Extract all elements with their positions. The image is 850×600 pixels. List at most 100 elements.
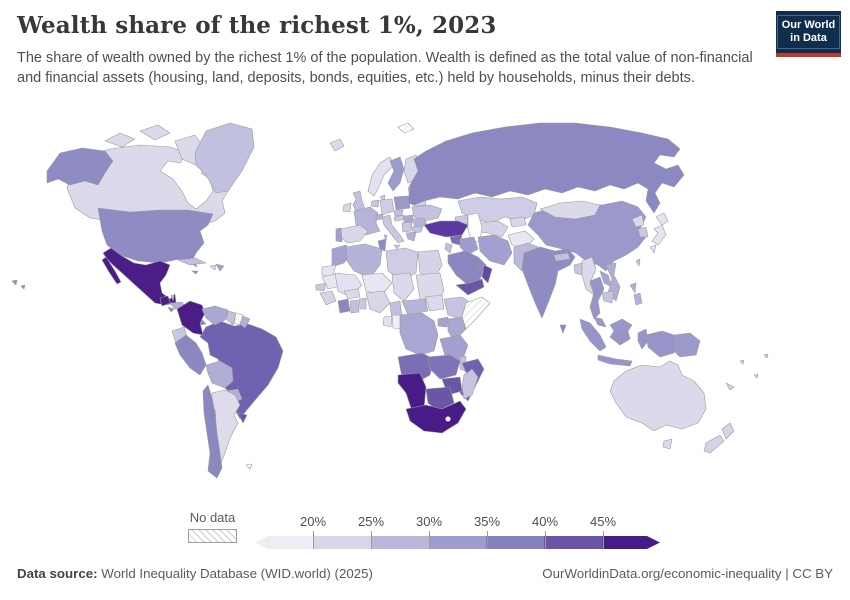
country-oman[interactable] <box>481 264 493 284</box>
country-kyrgyzstan-tajikistan[interactable] <box>509 216 527 228</box>
country-germany[interactable] <box>379 198 395 216</box>
country-madagascar[interactable] <box>461 368 479 400</box>
legend-bin-25-30[interactable] <box>370 536 429 549</box>
country-guyana[interactable] <box>225 310 237 326</box>
country-gabon[interactable] <box>382 315 393 328</box>
country-australia-tasmania[interactable] <box>662 438 673 450</box>
country-tunisia[interactable] <box>377 238 387 252</box>
country-yemen[interactable] <box>455 278 485 296</box>
country-malaysia[interactable] <box>593 316 607 328</box>
country-bulgaria[interactable] <box>411 225 424 234</box>
legend-no-data[interactable]: No data <box>188 510 237 543</box>
country-french-guiana[interactable] <box>239 315 251 329</box>
country-italy[interactable] <box>381 214 405 250</box>
country-chad[interactable] <box>391 272 415 302</box>
country-peru[interactable] <box>174 334 207 376</box>
country-niger[interactable] <box>361 272 393 296</box>
country-mexico[interactable] <box>102 247 177 306</box>
country-iraq[interactable] <box>459 236 479 256</box>
country-drc[interactable] <box>399 312 439 356</box>
country-bolivia[interactable] <box>205 360 234 389</box>
country-indonesia-borneo[interactable] <box>609 330 631 346</box>
country-indonesia-west-papua[interactable] <box>645 330 675 358</box>
country-jamaica[interactable] <box>191 270 199 275</box>
country-indonesia-java[interactable] <box>597 354 633 367</box>
country-belize[interactable] <box>170 294 175 302</box>
country-benelux[interactable] <box>370 199 380 208</box>
country-balkans[interactable] <box>401 221 413 233</box>
country-turkey[interactable] <box>423 220 469 238</box>
country-greenland[interactable] <box>194 122 255 194</box>
country-new-caledonia[interactable] <box>725 382 735 391</box>
country-hawaii[interactable] <box>11 279 26 290</box>
country-mexico-baja[interactable] <box>101 256 122 285</box>
country-canada-arctic-island-2[interactable] <box>139 124 171 141</box>
legend-bin-lt20[interactable] <box>255 536 313 549</box>
country-china[interactable] <box>527 200 647 272</box>
legend-bin-gt45[interactable] <box>602 536 660 549</box>
country-north-korea[interactable] <box>631 214 645 228</box>
country-iceland[interactable] <box>329 138 345 152</box>
country-south-sudan[interactable] <box>424 294 445 312</box>
country-myanmar[interactable] <box>581 256 597 296</box>
country-poland[interactable] <box>393 195 411 211</box>
country-nigeria[interactable] <box>365 290 391 314</box>
country-uganda[interactable] <box>437 316 449 328</box>
country-egypt[interactable] <box>417 249 443 279</box>
country-iran[interactable] <box>477 234 513 266</box>
country-dominican-republic[interactable] <box>215 263 225 272</box>
country-cote-divoire[interactable] <box>337 298 351 314</box>
country-namibia[interactable] <box>397 372 427 412</box>
country-el-salvador[interactable] <box>167 306 175 313</box>
country-japan[interactable] <box>649 212 669 254</box>
country-taiwan[interactable] <box>635 258 641 267</box>
country-ghana[interactable] <box>349 299 360 314</box>
country-ukraine[interactable] <box>411 204 443 222</box>
country-malaysia-borneo[interactable] <box>609 318 633 332</box>
country-cambodia[interactable] <box>601 290 615 304</box>
country-south-africa[interactable] <box>405 400 467 434</box>
country-ireland[interactable] <box>342 202 352 213</box>
country-russia[interactable] <box>407 122 685 214</box>
legend-bin-20-25[interactable] <box>312 536 371 549</box>
country-sweden[interactable] <box>387 156 405 192</box>
country-zambia[interactable] <box>427 354 461 380</box>
country-spain[interactable] <box>339 224 369 244</box>
country-philippines[interactable] <box>629 282 643 306</box>
country-switzerland[interactable] <box>375 213 384 221</box>
country-colombia[interactable] <box>176 300 206 336</box>
country-bangladesh[interactable] <box>573 262 583 276</box>
country-indonesia-sumatra[interactable] <box>579 318 607 352</box>
country-senegal[interactable] <box>315 282 327 292</box>
country-guinea[interactable] <box>319 290 337 306</box>
country-saudi-arabia[interactable] <box>447 250 487 286</box>
country-mongolia[interactable] <box>539 200 601 220</box>
country-greece[interactable] <box>405 231 417 242</box>
country-jordan-israel[interactable] <box>444 242 453 254</box>
country-australia[interactable] <box>609 360 707 432</box>
country-venezuela[interactable] <box>201 305 229 326</box>
country-cuba[interactable] <box>177 257 207 266</box>
country-czechia[interactable] <box>393 209 404 217</box>
country-chile[interactable] <box>202 384 223 479</box>
country-uruguay[interactable] <box>237 412 248 424</box>
country-svalbard[interactable] <box>397 122 415 134</box>
country-burkina-faso[interactable] <box>343 288 361 300</box>
country-sri-lanka[interactable] <box>559 324 567 334</box>
country-togo-benin[interactable] <box>358 297 367 310</box>
country-haiti[interactable] <box>209 264 217 271</box>
country-austria[interactable] <box>393 214 405 222</box>
owid-logo[interactable]: Our World in Data <box>776 11 841 57</box>
country-south-korea[interactable] <box>637 226 649 238</box>
country-usa-alaska[interactable] <box>46 147 114 186</box>
country-nepal[interactable] <box>553 252 571 262</box>
country-algeria[interactable] <box>345 243 383 279</box>
legend-bin-35-40[interactable] <box>486 536 545 549</box>
country-thailand[interactable] <box>589 276 605 320</box>
country-indonesia-sulawesi[interactable] <box>637 328 649 350</box>
country-falklands[interactable] <box>245 463 253 470</box>
footer-link-license[interactable]: OurWorldinData.org/economic-inequality |… <box>542 566 833 581</box>
country-norway[interactable] <box>367 156 395 197</box>
legend-bin-40-45[interactable] <box>544 536 603 549</box>
country-portugal[interactable] <box>335 227 343 243</box>
